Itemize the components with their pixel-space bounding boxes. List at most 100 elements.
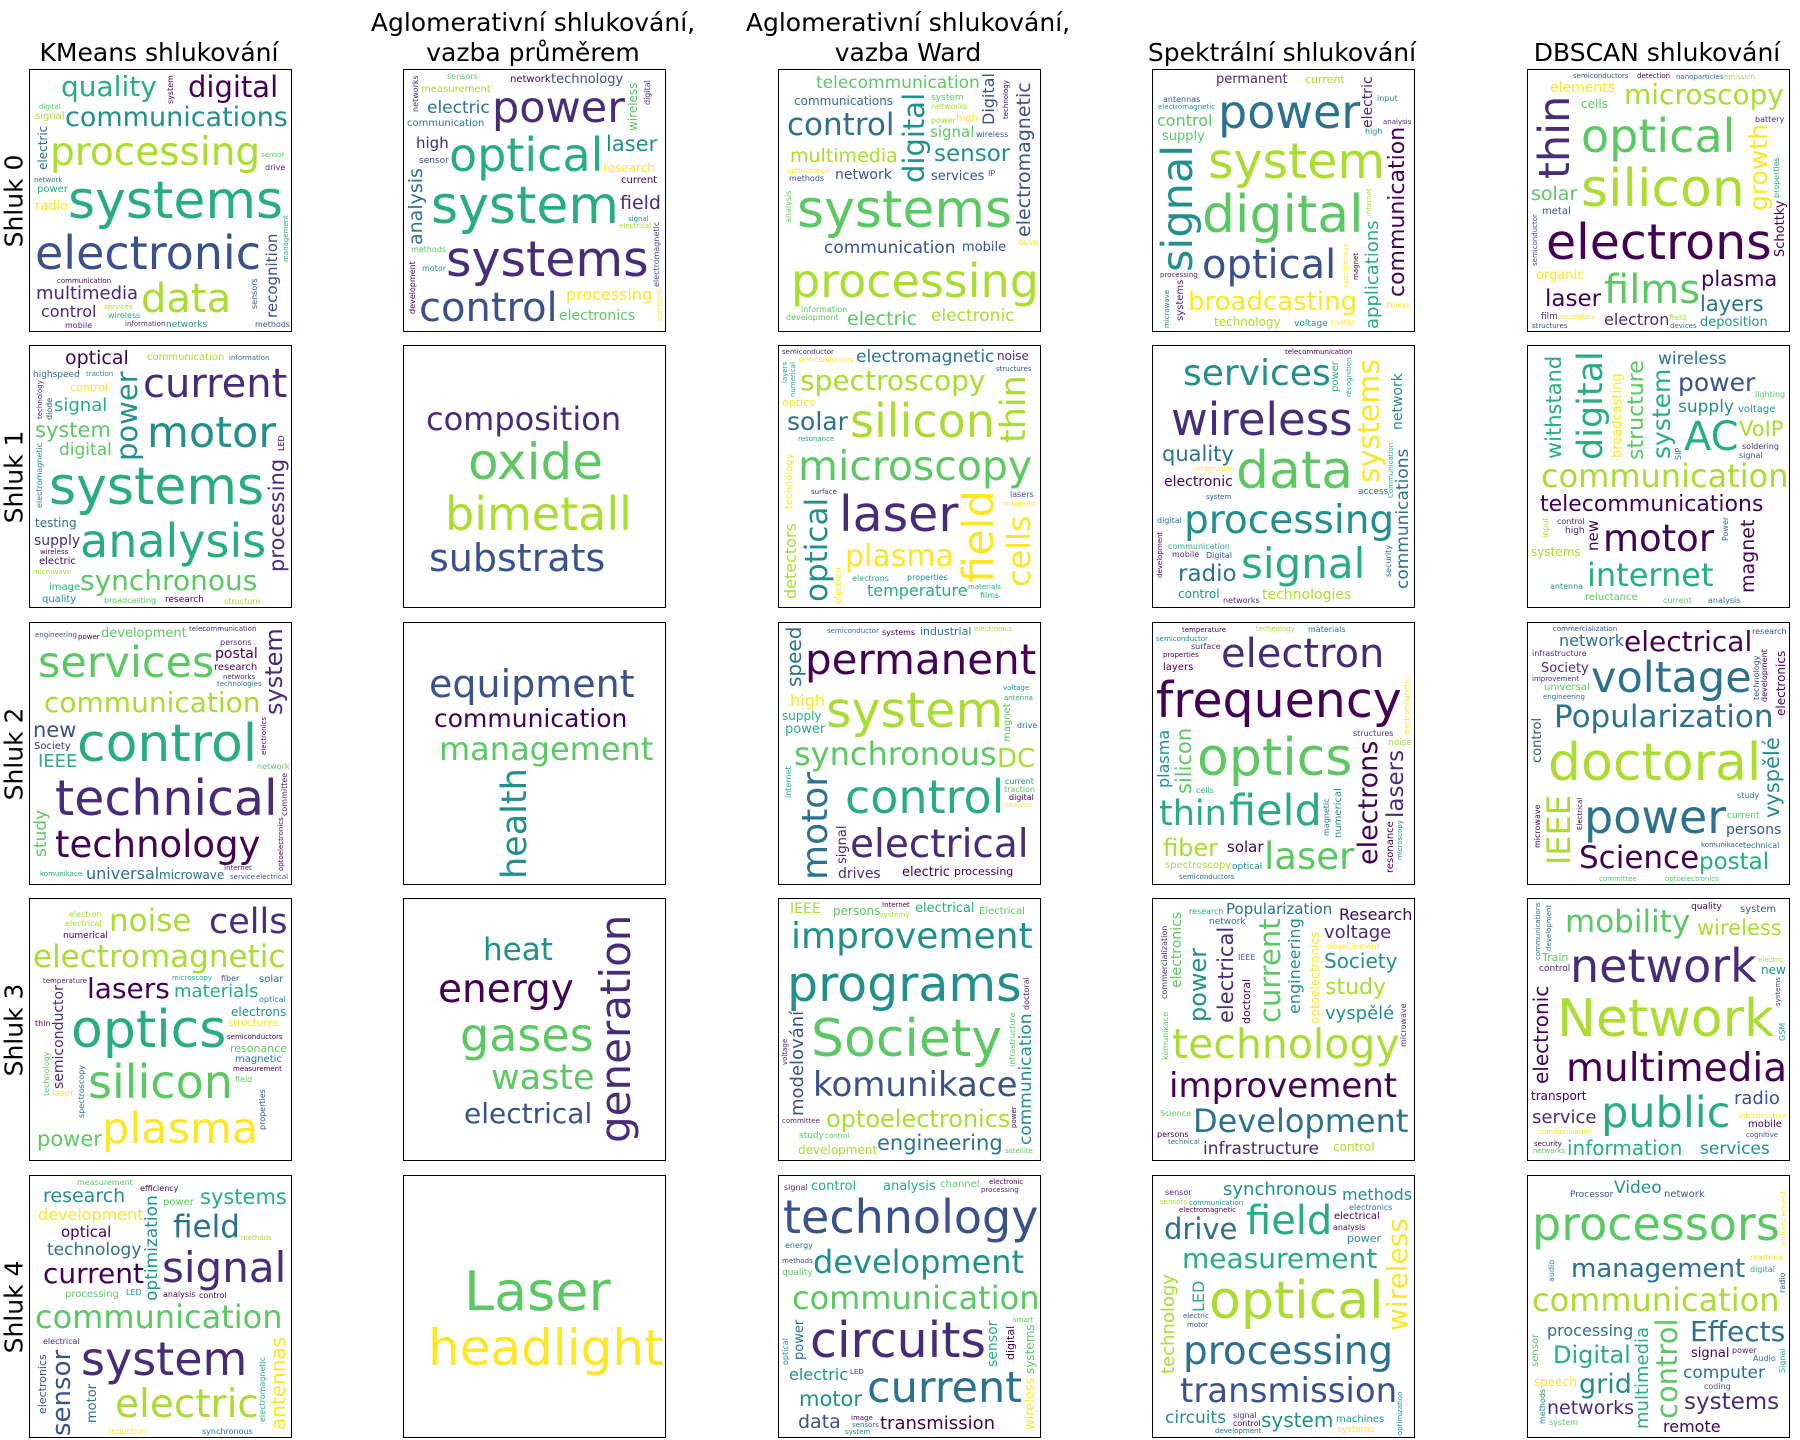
cloud-word: system — [81, 1332, 248, 1386]
cloud-word: processing — [265, 458, 289, 572]
cloud-word: materials — [968, 583, 1001, 591]
cloud-word: system — [431, 176, 619, 236]
cloud-word: communication — [147, 352, 225, 363]
cloud-word: synchronous — [202, 1427, 253, 1436]
cloud-word: quality — [782, 1268, 813, 1278]
cloud-word: electric — [427, 98, 490, 118]
cloud-word: drives — [838, 866, 881, 882]
cloud-word: spectroscopy — [800, 364, 986, 397]
cloud-word: processing — [65, 1289, 119, 1300]
cloud-word: deposition — [1700, 315, 1768, 330]
cloud-word: optoelectronics — [1308, 931, 1322, 1024]
cloud-word: research — [214, 662, 258, 673]
cloud-word: fiber — [1163, 834, 1218, 862]
cloud-word: systems — [882, 628, 916, 637]
cloud-word: Popularization — [1554, 699, 1774, 735]
cloud-word: development — [1327, 942, 1380, 951]
cloud-word: data — [1236, 441, 1354, 501]
cloud-word: control — [41, 302, 97, 321]
cloud-word: broadcasting — [1610, 373, 1625, 458]
cloud-word: semiconductor — [827, 627, 879, 635]
cloud-word: komunikace — [1701, 841, 1744, 849]
cloud-word: processing — [954, 865, 1014, 878]
cloud-word: persons — [833, 904, 881, 918]
cloud-word: methods — [241, 1234, 272, 1242]
cloud-word: mobile — [1172, 550, 1200, 559]
cloud-word: electric — [115, 1382, 259, 1427]
cloud-word: solar — [787, 407, 848, 436]
cloud-word: synchronous — [1223, 1179, 1337, 1200]
cloud-word: mobility — [1565, 904, 1691, 940]
cloud-word: radio — [1778, 1272, 1787, 1293]
cloud-word: traction — [1004, 785, 1036, 794]
cloud-word: service — [230, 873, 256, 881]
cloud-word: thin — [1159, 794, 1227, 834]
cloud-word: electrical — [43, 1337, 80, 1346]
cloud-word: processing — [50, 130, 261, 175]
cloud-word: recognition — [1345, 357, 1353, 397]
cloud-word: electronics — [1169, 911, 1185, 988]
cloud-word: power — [1010, 1106, 1018, 1128]
cloud-word: silicon — [1581, 159, 1745, 219]
cloud-word: technology — [47, 1240, 142, 1260]
cloud-word: development — [1760, 649, 1769, 702]
cloud-word: engineering — [877, 1131, 1003, 1155]
cloud-word: cognitive — [1746, 1131, 1779, 1139]
cloud-word: analysis — [1004, 801, 1033, 809]
cloud-word: new — [33, 718, 77, 742]
cloud-word: input — [1377, 94, 1398, 103]
cloud-word: optical — [61, 1223, 112, 1241]
cloud-word: system — [35, 418, 111, 442]
cloud-word: optical — [449, 128, 604, 182]
cloud-word: research — [1752, 627, 1787, 636]
cloud-word: communication — [1538, 1128, 1593, 1136]
cloud-word: motor — [147, 408, 277, 458]
cloud-word: coding — [1704, 1382, 1731, 1391]
cloud-word: electromagnetic — [1013, 82, 1035, 237]
cloud-word: study — [799, 1131, 824, 1141]
word-cloud-panel: data processing wireless signal systems servi… — [1152, 345, 1415, 608]
cloud-word: diode — [45, 397, 54, 420]
cloud-word: signal — [1241, 539, 1366, 588]
cloud-word: electrical — [850, 822, 1029, 867]
cloud-word: Society — [811, 1009, 1003, 1069]
cloud-word: energy — [438, 967, 574, 1012]
cloud-word: communication — [57, 277, 112, 285]
cloud-word: access — [1358, 487, 1389, 497]
cloud-word: wireless — [626, 82, 640, 131]
cloud-word: development — [1156, 531, 1164, 578]
cloud-word: signal — [1233, 1411, 1257, 1420]
cloud-word: electronic — [656, 286, 664, 321]
cloud-word: input — [1541, 517, 1550, 538]
cloud-word: plasma — [102, 1104, 259, 1154]
cloud-word: digital — [1571, 351, 1611, 460]
cloud-word: antenna — [1004, 694, 1033, 702]
cloud-word: drive — [1018, 238, 1039, 247]
cloud-word: layers — [781, 361, 789, 383]
cloud-word: silicon — [850, 394, 995, 448]
cloud-word: thin — [994, 375, 1034, 443]
cloud-word: engineering — [35, 631, 77, 639]
cloud-word: electron — [1604, 310, 1670, 329]
cloud-word: electronics — [36, 1354, 49, 1414]
word-cloud-panel: Laser headlight — [403, 1175, 666, 1438]
cloud-word: optimization — [1396, 1391, 1404, 1435]
cloud-word: high — [416, 134, 449, 152]
cloud-word: communication — [1541, 457, 1789, 495]
cloud-word: plasma — [1701, 267, 1778, 291]
cloud-word: nanoparticles — [1676, 73, 1724, 81]
word-cloud-panel: synchronous system control permanent electri… — [778, 622, 1041, 885]
cloud-word: digital — [897, 92, 931, 183]
cloud-word: structures — [1353, 729, 1394, 738]
cloud-word: electronic — [35, 226, 261, 280]
cloud-word: electrical — [65, 919, 102, 928]
cloud-word: fiber — [221, 974, 240, 983]
cloud-word: wireless — [1023, 1377, 1038, 1430]
cloud-word: Signal — [1778, 1348, 1787, 1373]
cloud-word: semiconductors — [227, 1033, 283, 1041]
cloud-word: microscopy — [1624, 78, 1784, 111]
cloud-word: magnet — [1737, 519, 1759, 593]
cloud-word: generation — [591, 914, 640, 1143]
cloud-word: services — [1700, 1139, 1770, 1159]
cloud-word: wireless — [1171, 393, 1353, 446]
